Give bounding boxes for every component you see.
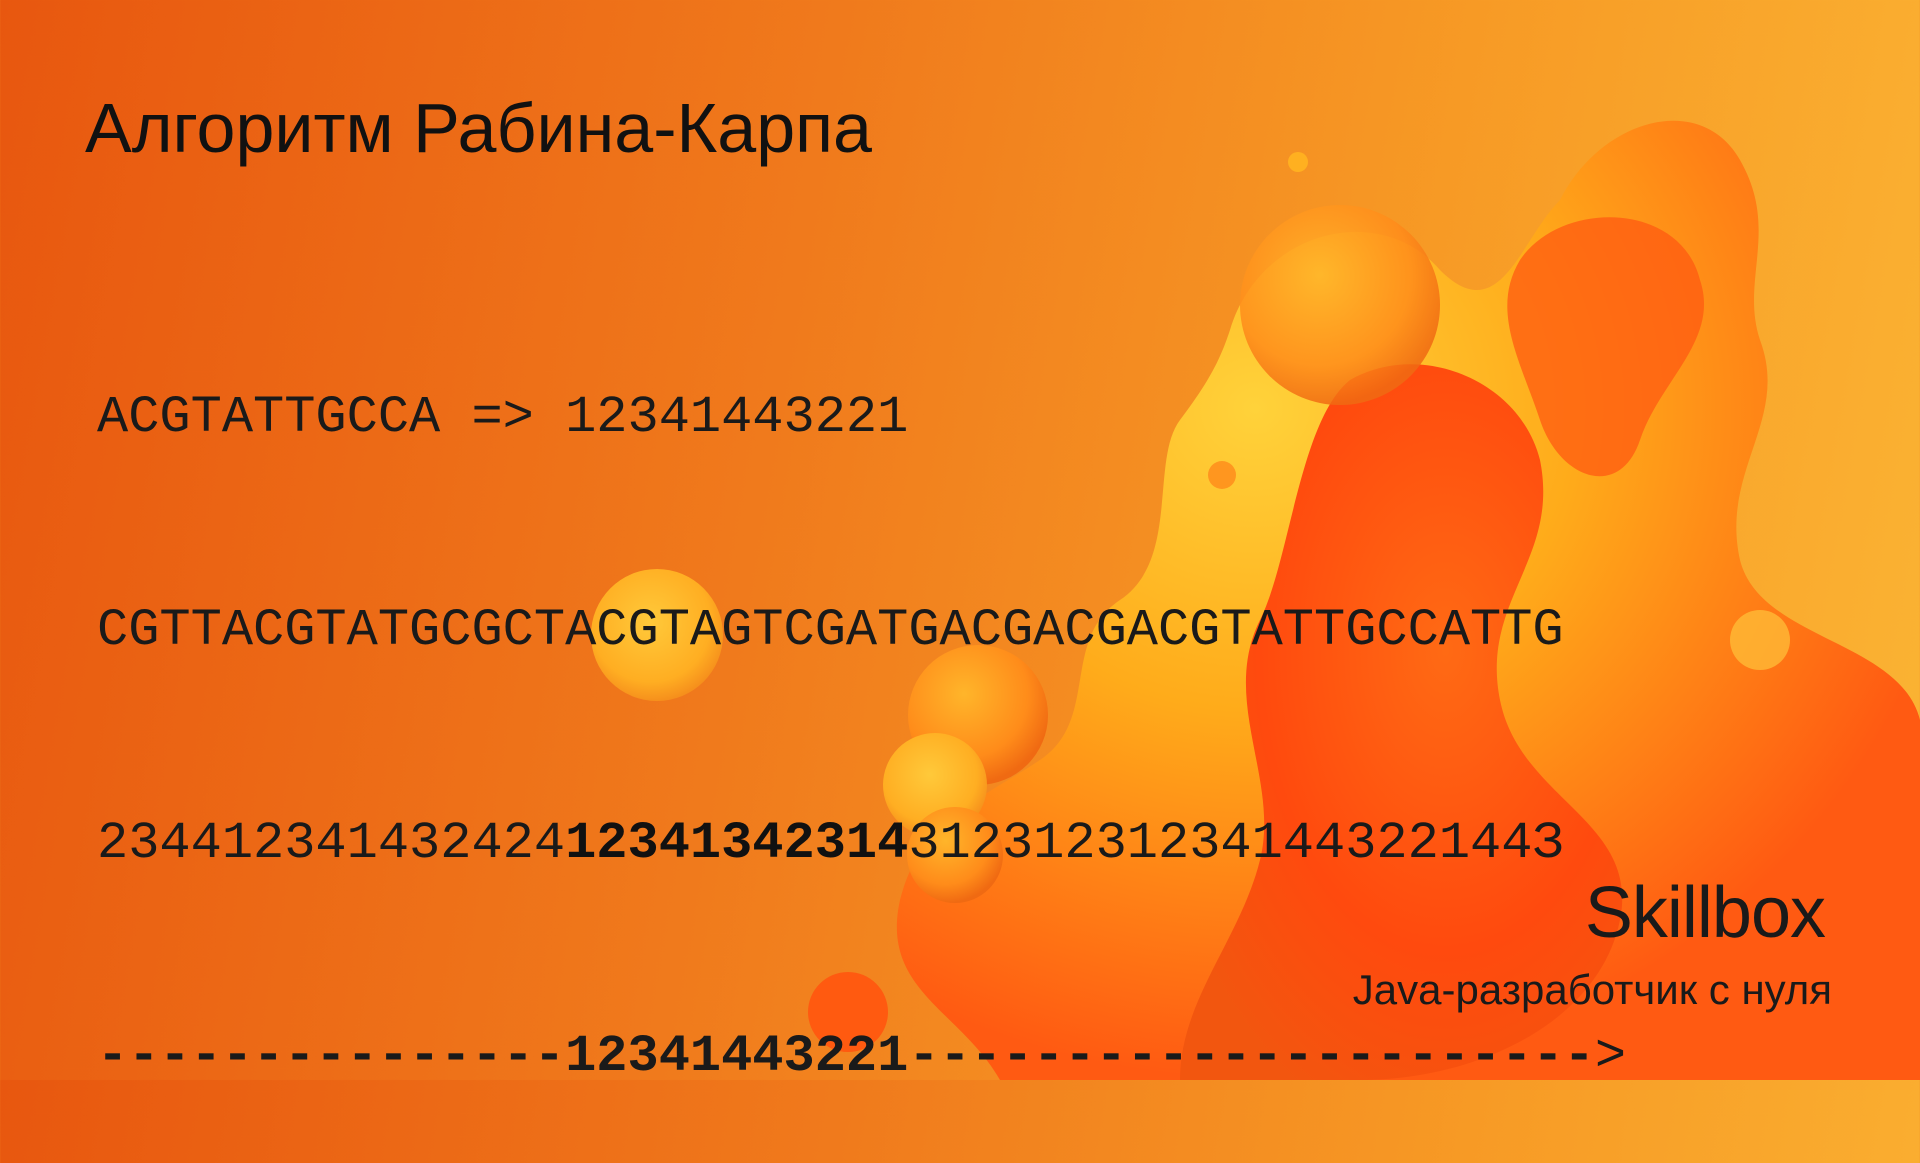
slide-title: Алгоритм Рабина-Карпа xyxy=(85,89,872,167)
code-block: ACGTATTGCCA => 12341443221 CGTTACGTATGCG… xyxy=(97,240,1626,1163)
skillbox-logo: Skillbox xyxy=(1584,873,1826,953)
dashes-before: --------------- xyxy=(97,1027,566,1086)
hash-match: 12341342314 xyxy=(565,814,909,873)
pattern-hash-line: ACGTATTGCCA => 12341443221 xyxy=(97,388,909,447)
window-scan-line: ---------------12341443221--------------… xyxy=(97,1021,1626,1092)
course-name: Java-разработчик с нуля xyxy=(1352,966,1832,1013)
background-blobs xyxy=(591,120,1920,1080)
dashes-after: ---------------------- xyxy=(908,1027,1595,1086)
hash-before: 234412341432424 xyxy=(97,814,566,873)
arrow-head: > xyxy=(1594,1027,1627,1086)
hash-sequence-line: 2344123414324241234134231431231231234144… xyxy=(97,808,1626,879)
hash-after: 31231231234144322144З xyxy=(908,814,1564,873)
dna-sequence-line: CGTTACGTATGCGCTACGTAGTCGATGACGACGACGTATT… xyxy=(97,601,1564,660)
window-match: 12341443221 xyxy=(565,1027,909,1086)
